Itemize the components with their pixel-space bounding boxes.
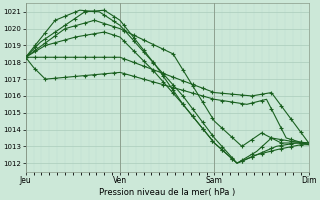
X-axis label: Pression niveau de la mer( hPa ): Pression niveau de la mer( hPa ) bbox=[99, 188, 235, 197]
